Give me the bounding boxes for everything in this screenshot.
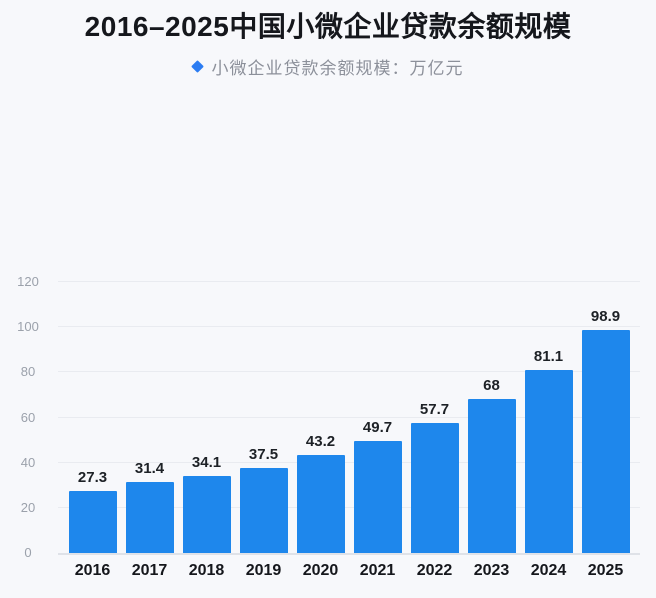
gridline bbox=[58, 371, 640, 373]
bar-2016[interactable] bbox=[68, 491, 117, 553]
bar-slot-2017: 31.4 bbox=[121, 282, 178, 553]
x-axis-label-2025: 2025 bbox=[587, 562, 624, 579]
x-axis-label-2022: 2022 bbox=[416, 562, 453, 579]
bar-slot-2022: 57.7 bbox=[406, 282, 463, 553]
bar-2021[interactable] bbox=[353, 440, 402, 553]
bar-slot-2016: 27.3 bbox=[64, 282, 121, 553]
gridline bbox=[58, 416, 640, 418]
y-axis-tick-label: 0 bbox=[24, 545, 32, 560]
x-axis-label-2023: 2023 bbox=[473, 562, 510, 579]
y-axis-tick-label: 120 bbox=[17, 274, 39, 289]
bar-value-label-2023: 68 bbox=[483, 377, 500, 395]
legend-diamond-icon bbox=[190, 59, 204, 73]
bar-slot-2020: 43.2 bbox=[292, 282, 349, 553]
x-axis-label-2017: 2017 bbox=[131, 562, 168, 579]
x-axis-label-2020: 2020 bbox=[302, 562, 339, 579]
y-axis-tick-label: 20 bbox=[20, 499, 36, 515]
gridline bbox=[58, 461, 640, 463]
x-axis: 2016 2017 2018 2019 2020 2021 2022 2023 2024 2025 bbox=[64, 562, 634, 580]
x-axis-label-2019: 2019 bbox=[245, 562, 282, 579]
y-axis-tick-label: 40 bbox=[20, 454, 36, 470]
bar-2023[interactable] bbox=[467, 399, 516, 553]
bar-chart-plot-area: 0 20 40 60 80 100 120 27.3 31.4 34.1 37.5 43.2 49.7… bbox=[17, 274, 640, 579]
gridline bbox=[58, 326, 640, 328]
y-axis-tick-label: 80 bbox=[20, 364, 36, 380]
x-axis-label-2018: 2018 bbox=[188, 562, 225, 579]
chart-title: 2016–2025中国小微企业贷款余额规模 bbox=[84, 11, 572, 42]
bars-row: 27.3 31.4 34.1 37.5 43.2 49.7 57.7 68 81.1 98.9 bbox=[64, 282, 634, 553]
bar-2018[interactable] bbox=[182, 476, 231, 553]
bar-2019[interactable] bbox=[239, 468, 288, 553]
bar-value-label-2017: 31.4 bbox=[134, 460, 165, 478]
bar-2024[interactable] bbox=[524, 369, 573, 553]
bar-2017[interactable] bbox=[125, 482, 174, 553]
bar-slot-2019: 37.5 bbox=[235, 282, 292, 553]
bar-value-label-2024: 81.1 bbox=[533, 347, 564, 365]
bar-value-label-2021: 49.7 bbox=[362, 418, 393, 436]
gridline bbox=[58, 506, 640, 508]
bar-slot-2025: 98.9 bbox=[577, 282, 634, 553]
bar-slot-2023: 68 bbox=[463, 282, 520, 553]
bar-slot-2024: 81.1 bbox=[520, 282, 577, 553]
y-axis-tick-label: 60 bbox=[20, 409, 36, 425]
legend[interactable]: 小微企业贷款余额规模：万亿元 bbox=[0, 55, 656, 78]
bar-value-label-2022: 57.7 bbox=[419, 400, 450, 418]
x-axis-label-2024: 2024 bbox=[530, 562, 567, 579]
legend-label: 小微企业贷款余额规模：万亿元 bbox=[211, 58, 464, 78]
bar-value-label-2019: 37.5 bbox=[248, 446, 279, 464]
bar-2022[interactable] bbox=[410, 422, 459, 553]
x-axis-label-2021: 2021 bbox=[359, 562, 396, 579]
gridline bbox=[58, 281, 640, 282]
bar-value-label-2025: 98.9 bbox=[590, 307, 621, 325]
bar-2020[interactable] bbox=[296, 455, 345, 553]
bar-2025[interactable] bbox=[581, 329, 630, 553]
y-axis-tick-label: 100 bbox=[17, 319, 39, 335]
x-axis-label-2016: 2016 bbox=[74, 562, 111, 579]
bar-value-label-2018: 34.1 bbox=[191, 454, 222, 471]
bar-slot-2018: 34.1 bbox=[178, 282, 235, 553]
bar-value-label-2020: 43.2 bbox=[305, 433, 336, 451]
bar-slot-2021: 49.7 bbox=[349, 282, 406, 553]
bar-value-label-2016: 27.3 bbox=[77, 469, 108, 487]
